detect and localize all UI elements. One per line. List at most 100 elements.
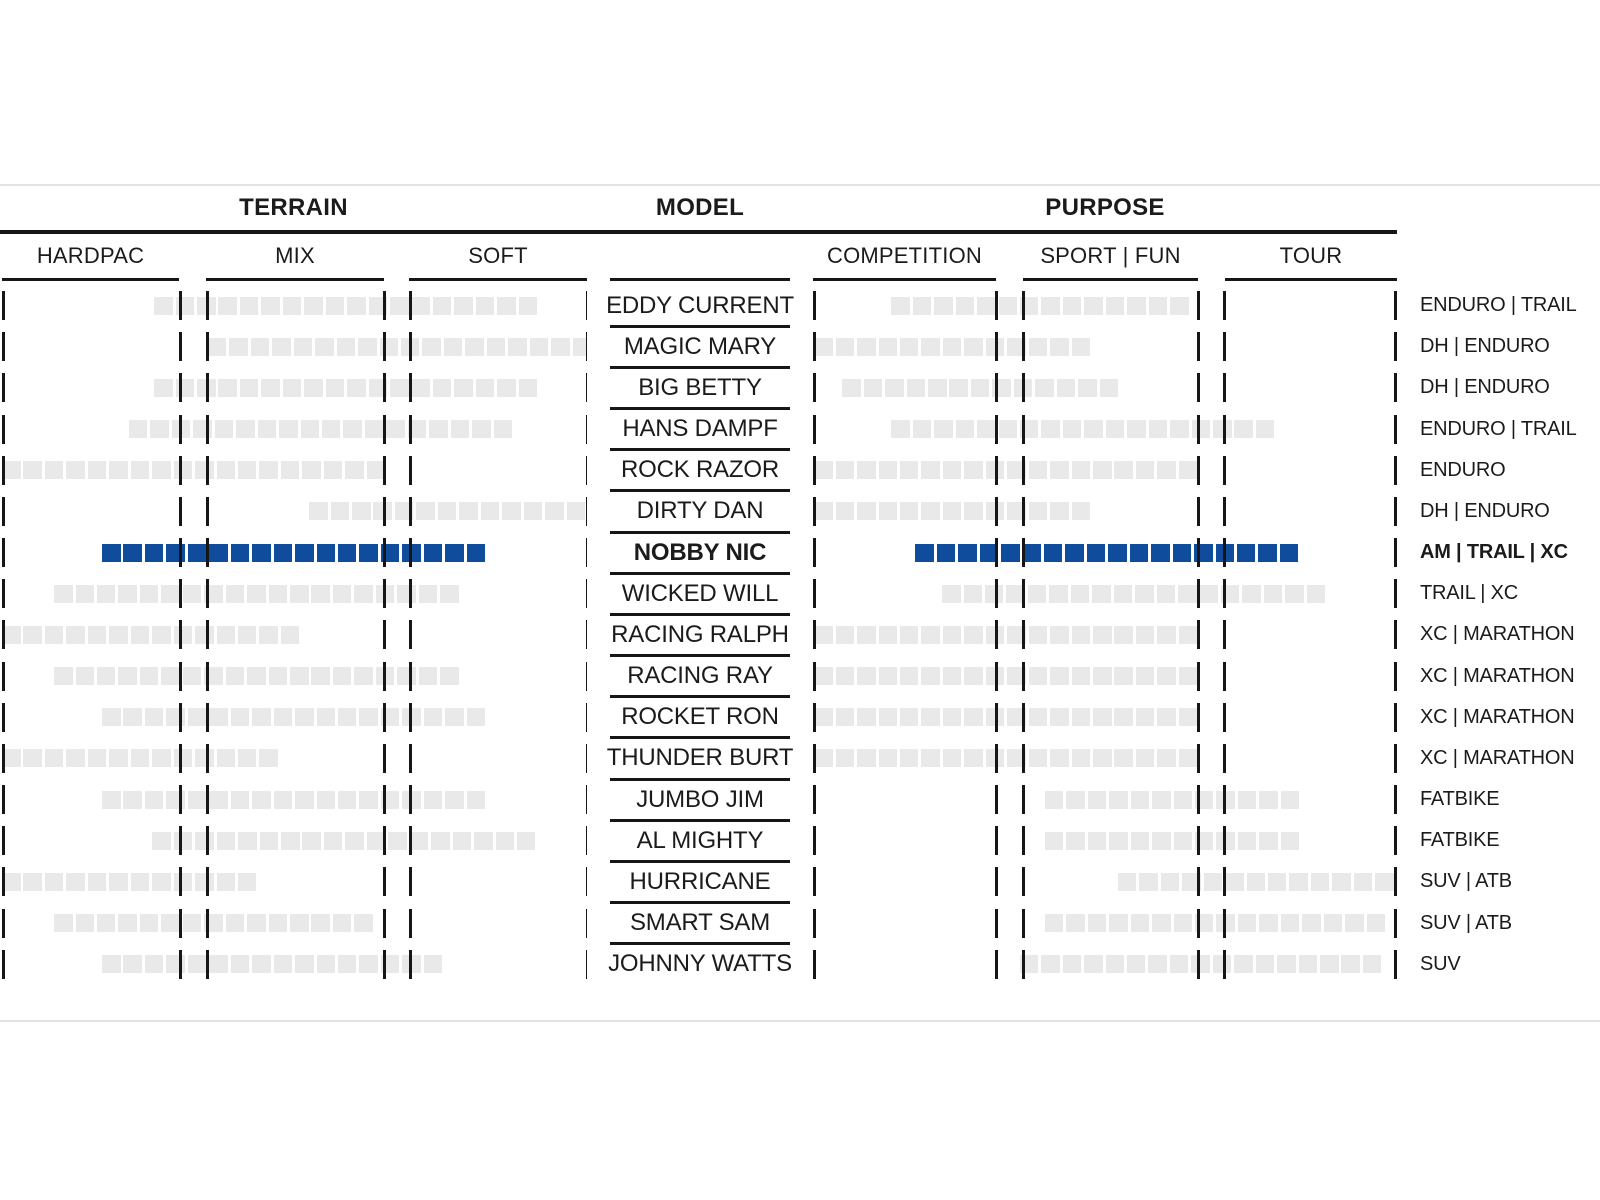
purpose-bar-square — [955, 420, 975, 438]
terrain-bar-square — [390, 296, 409, 315]
purpose-track — [813, 326, 1397, 367]
category-label: ENDURO | TRAIL — [1420, 417, 1577, 440]
purpose-bar-square — [1178, 584, 1197, 603]
purpose-tick — [995, 538, 998, 568]
purpose-bar-square — [1126, 955, 1146, 974]
terrain-bar-square — [450, 420, 470, 438]
terrain-tick — [585, 826, 587, 856]
purpose-tick — [1223, 949, 1226, 979]
purpose-tick — [1022, 455, 1025, 485]
purpose-tick — [813, 743, 816, 773]
purpose-bar-square — [835, 708, 855, 727]
tire-row: HANS DAMPF ENDURO | TRAIL — [0, 409, 1600, 452]
terrain-bar-square — [102, 790, 121, 809]
terrain-bar-square — [247, 667, 266, 686]
terrain-bar-square — [409, 831, 429, 850]
purpose-bar-square — [1157, 667, 1176, 686]
terrain-bar-square — [225, 584, 245, 603]
terrain-bar-square — [545, 502, 564, 521]
terrain-bar-square — [218, 296, 237, 315]
terrain-tick — [585, 702, 587, 732]
purpose-tick — [1197, 332, 1200, 362]
terrain-bar-square — [290, 667, 309, 686]
terrain-track — [2, 903, 587, 944]
purpose-tick — [1022, 908, 1025, 938]
terrain-bar-square — [423, 790, 443, 809]
purpose-bar-square — [1323, 914, 1343, 933]
purpose-tick — [1022, 743, 1025, 773]
terrain-bar-square — [304, 296, 323, 315]
purpose-track — [813, 573, 1397, 614]
purpose-tick — [1223, 373, 1226, 403]
terrain-bar-square — [102, 708, 121, 727]
purpose-bar-square — [1028, 461, 1048, 480]
purpose-bar-square — [1093, 749, 1112, 768]
terrain-bar-square — [152, 461, 171, 480]
terrain-bar-square — [423, 708, 443, 727]
terrain-bar-square — [44, 749, 64, 768]
model-row-divider — [610, 777, 790, 781]
terrain-tick — [409, 373, 412, 403]
purpose-bar-square — [1007, 461, 1026, 480]
purpose-bar-square — [1027, 584, 1047, 603]
terrain-tick — [2, 620, 5, 650]
terrain-track — [2, 491, 587, 532]
tire-row: ROCK RAZOR ENDURO — [0, 450, 1600, 493]
terrain-bar-square — [407, 420, 427, 438]
purpose-bar-square — [934, 420, 953, 438]
terrain-bar-square — [239, 296, 259, 315]
purpose-tick — [1022, 579, 1025, 609]
purpose-bar-square — [835, 502, 855, 521]
terrain-bar-square — [281, 831, 300, 850]
purpose-bar-square — [1108, 543, 1127, 562]
purpose-bar-square — [1087, 914, 1107, 933]
terrain-bar-square — [66, 872, 85, 891]
purpose-bar-square — [814, 461, 833, 480]
terrain-bar-square — [440, 667, 459, 686]
terrain-bar-square — [216, 831, 236, 850]
terrain-tick — [585, 908, 587, 938]
terrain-tick — [383, 455, 386, 485]
model-row-divider — [610, 736, 790, 740]
terrain-track — [2, 285, 587, 326]
terrain-tick — [383, 661, 386, 691]
terrain-bar-square — [173, 625, 193, 644]
tire-row: JUMBO JIM FATBIKE — [0, 779, 1600, 822]
purpose-bar-square — [878, 502, 898, 521]
terrain-bar-square — [523, 502, 543, 521]
purpose-bar-square — [1139, 872, 1158, 891]
model-row-divider — [610, 901, 790, 905]
model-label: BIG BETTY — [638, 373, 762, 401]
purpose-bar-square — [1050, 708, 1069, 727]
terrain-bar-square — [337, 955, 357, 974]
purpose-bar-square — [1028, 749, 1048, 768]
terrain-bar-square — [397, 667, 416, 686]
purpose-bar-square — [835, 749, 855, 768]
terrain-bar-square — [230, 708, 250, 727]
purpose-bar-square — [1182, 872, 1201, 891]
category-label: SUV — [1420, 952, 1461, 975]
category-label: XC | MARATHON — [1420, 746, 1575, 769]
terrain-tick — [2, 949, 5, 979]
terrain-tick — [206, 332, 209, 362]
purpose-bar-square — [1237, 914, 1257, 933]
purpose-tick — [813, 455, 816, 485]
terrain-bar-square — [237, 625, 257, 644]
purpose-tick — [1197, 373, 1200, 403]
purpose-tick — [1394, 496, 1397, 526]
purpose-bar-square — [835, 461, 855, 480]
mix-underline — [206, 278, 384, 281]
terrain-bar-square — [445, 708, 464, 727]
model-row-divider — [610, 612, 790, 616]
terrain-tick — [206, 661, 209, 691]
terrain-bar-square — [216, 461, 235, 480]
purpose-bar-square — [863, 378, 883, 397]
purpose-bar-square — [1242, 584, 1261, 603]
purpose-bar-square — [1306, 584, 1326, 603]
terrain-bar-square — [259, 625, 278, 644]
terrain-tick — [383, 538, 386, 568]
terrain-tick — [2, 455, 5, 485]
purpose-bar-square — [1280, 831, 1300, 850]
terrain-bar-square — [209, 955, 228, 974]
purpose-tick — [813, 620, 816, 650]
